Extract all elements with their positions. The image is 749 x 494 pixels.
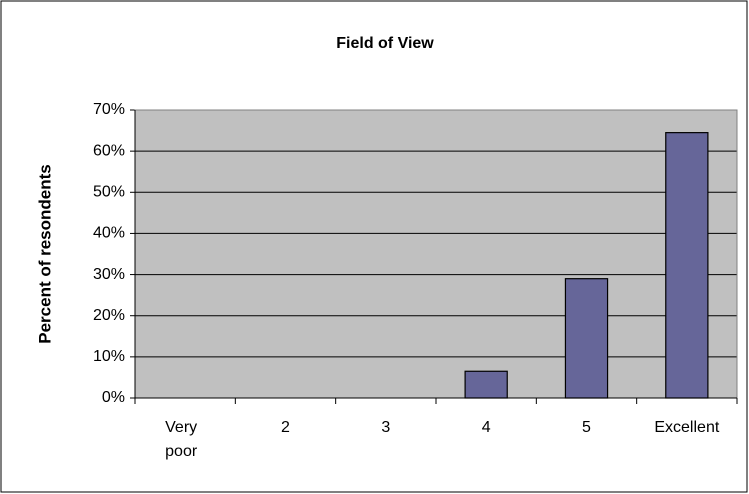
x-tick-label: 3 [381, 419, 391, 436]
y-tick-label: 0% [102, 389, 125, 406]
bar [564, 278, 609, 399]
chart-title: Field of View [336, 35, 434, 52]
y-tick-label: 40% [93, 225, 125, 242]
y-tick-label: 30% [93, 266, 125, 283]
y-tick-label: 60% [93, 142, 125, 159]
y-tick-label: 20% [93, 307, 125, 324]
bar [464, 370, 508, 399]
y-tick-label: 50% [93, 184, 125, 201]
x-tick-label: 5 [582, 419, 591, 436]
bar [665, 132, 709, 399]
x-tick-label: Excellent [654, 419, 720, 436]
y-tick-label: 10% [93, 348, 125, 365]
y-axis-label: Percent of resondents [35, 164, 54, 344]
y-tick-label: 70% [93, 101, 125, 118]
plot-area [135, 110, 737, 398]
x-tick-label: 4 [481, 419, 491, 436]
x-tick-label: 2 [281, 419, 290, 436]
x-tick-label: Very poor [165, 419, 198, 460]
